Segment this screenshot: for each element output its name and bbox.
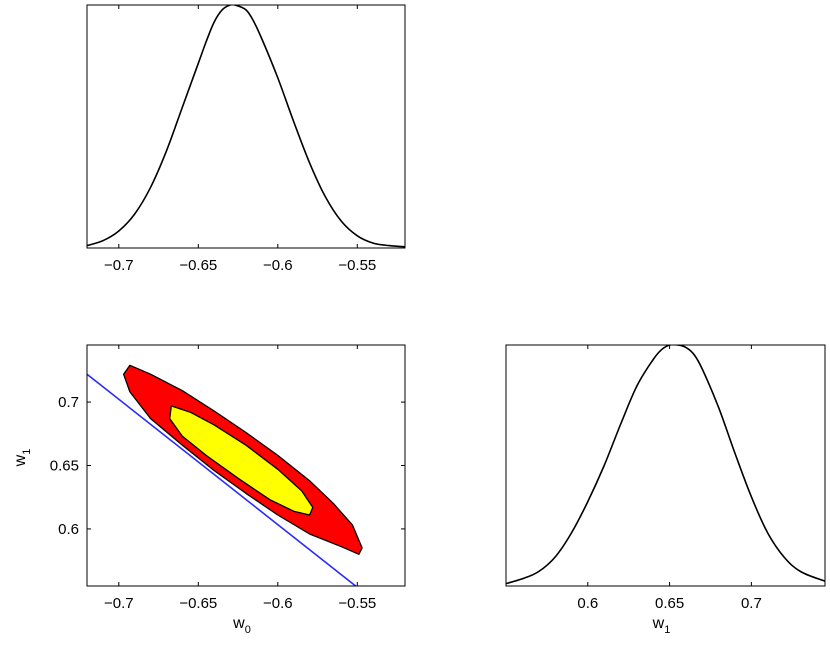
- plot-area: [87, 5, 405, 248]
- y-tick-label: 0.7: [58, 394, 79, 411]
- axes-frame: [505, 344, 826, 587]
- x-tick-label: −0.65: [179, 257, 217, 274]
- contour-region-inner: [169, 405, 314, 516]
- density-curve: [87, 5, 405, 248]
- x-axis-label: w1: [652, 615, 671, 636]
- x-tick-label: −0.6: [263, 595, 293, 612]
- density-curve: [506, 345, 825, 585]
- y-tick-label: 0.65: [50, 458, 79, 475]
- x-axis-label: w0: [232, 615, 251, 636]
- axes-frame: [86, 4, 406, 249]
- panel-w0-marginal: −0.7 −0.65 −0.6 −0.55: [86, 4, 406, 274]
- x-tick-label: −0.7: [104, 257, 134, 274]
- x-tick-label: −0.55: [338, 595, 376, 612]
- panel-w1-marginal: 0.6 0.65 0.7 w1: [505, 344, 826, 636]
- plot-area: [87, 364, 363, 586]
- plot-area: [506, 345, 825, 585]
- y-tick-label: 0.6: [58, 521, 79, 538]
- x-tick-label: −0.65: [179, 595, 217, 612]
- panel-joint-w0-w1: −0.7 −0.65 −0.6 −0.55 0.6 0.65 0.7 w0 w1: [12, 344, 406, 636]
- x-tick-label: 0.6: [577, 595, 598, 612]
- x-tick-label: 0.7: [741, 595, 762, 612]
- x-tick-label: 0.65: [655, 595, 684, 612]
- x-tick-label: −0.7: [104, 595, 134, 612]
- reference-line: [87, 373, 357, 586]
- y-axis-label: w1: [12, 449, 33, 468]
- x-tick-label: −0.6: [263, 257, 293, 274]
- x-tick-label: −0.55: [338, 257, 376, 274]
